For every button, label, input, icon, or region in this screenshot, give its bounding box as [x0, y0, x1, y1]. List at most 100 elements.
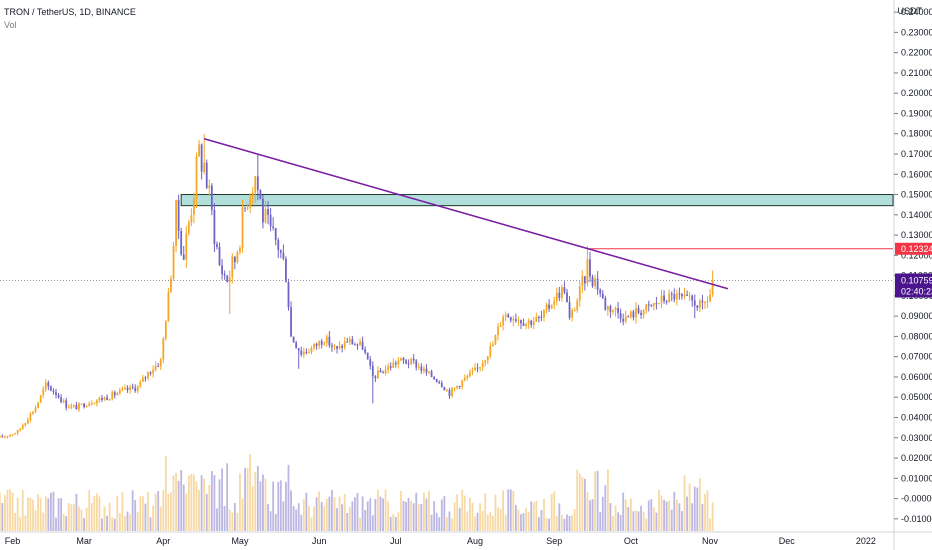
candle-body: [210, 185, 213, 210]
volume-bar: [517, 509, 520, 531]
volume-bar: [632, 511, 635, 531]
volume-bar: [274, 513, 277, 531]
volume-bar: [24, 515, 27, 531]
volume-bar: [154, 493, 157, 531]
volume-bar: [198, 490, 200, 531]
volume-bar: [599, 512, 602, 531]
volume-bar: [629, 498, 632, 531]
candle-body: [75, 405, 78, 410]
volume-bar: [704, 493, 706, 531]
candle-body: [481, 362, 484, 368]
candle-body: [90, 403, 93, 405]
candle-body: [162, 338, 165, 360]
candle-body: [377, 370, 379, 379]
volume-bar: [614, 505, 617, 531]
candle-body: [32, 412, 34, 414]
candle-body: [72, 405, 75, 407]
candle-body: [121, 388, 124, 390]
candle-body: [256, 176, 259, 190]
volume-bar: [563, 518, 566, 531]
volume-bar: [512, 491, 515, 531]
candle-body: [343, 341, 346, 348]
candle-body: [586, 259, 589, 284]
candle-body: [471, 370, 474, 373]
volume-bar: [627, 507, 630, 531]
candle-body: [423, 368, 425, 371]
volume-bar: [617, 512, 619, 531]
volume-bar: [185, 493, 188, 531]
candle-body: [228, 277, 231, 282]
volume-bar: [594, 471, 596, 531]
volume-bar: [701, 504, 704, 531]
candle-body: [62, 400, 65, 402]
candle-body: [26, 420, 29, 424]
currency-label: USDT: [897, 6, 923, 16]
volume-bar: [37, 494, 40, 531]
volume-bar: [134, 500, 137, 531]
candle-body: [673, 294, 676, 300]
candle-body: [88, 403, 91, 407]
candle-body: [141, 377, 144, 382]
candle-body: [24, 423, 27, 426]
candle-body: [11, 434, 14, 436]
volume-bar: [131, 490, 134, 531]
candle-body: [302, 351, 305, 355]
candle-body: [341, 345, 344, 348]
volume-bar: [259, 481, 262, 531]
volume-bar: [374, 499, 377, 531]
volume-bar: [394, 516, 397, 531]
candle-body: [543, 309, 545, 318]
candle-body: [647, 304, 650, 306]
candle-body: [249, 198, 252, 208]
candle-body: [147, 372, 149, 378]
volume-bar: [530, 501, 533, 531]
time-tick-label: Dec: [779, 536, 796, 546]
candle-body: [177, 199, 180, 232]
candle-body: [290, 307, 292, 337]
candle-body: [85, 406, 88, 408]
volume-bar: [164, 456, 167, 531]
candle-body: [594, 278, 596, 287]
volume-bar: [315, 497, 318, 531]
volume-bar: [57, 498, 60, 531]
volume-bar: [466, 511, 469, 531]
candle-body: [223, 274, 226, 276]
volume-bar: [231, 512, 234, 531]
candle-body: [601, 293, 604, 298]
volume-bar: [463, 495, 466, 531]
volume-bar: [397, 512, 400, 531]
volume-bar: [80, 509, 83, 531]
volume-bar: [514, 504, 517, 531]
candle-body: [650, 304, 653, 306]
volume-bar: [223, 506, 226, 531]
volume-bar: [650, 499, 653, 531]
volume-bar: [78, 506, 80, 531]
volume-bar: [382, 498, 384, 531]
volume-bar: [589, 500, 591, 531]
volume-bar: [308, 505, 310, 531]
volume-bar: [456, 494, 459, 531]
volume-bar: [264, 478, 267, 531]
candle-body: [614, 308, 617, 311]
volume-bar: [44, 496, 47, 531]
volume-bar: [129, 514, 131, 531]
time-tick-label: Feb: [5, 536, 21, 546]
volume-bar: [305, 492, 308, 531]
candle-body: [576, 300, 579, 311]
time-tick-label: 2022: [856, 536, 876, 546]
candle-body: [453, 387, 456, 389]
volume-bar: [9, 489, 11, 531]
candle-body: [425, 368, 428, 373]
candle-body: [320, 341, 323, 345]
volume-bar: [98, 496, 101, 531]
volume-bar: [438, 517, 441, 531]
volume-bar: [525, 507, 528, 531]
volume-bar: [346, 513, 349, 531]
volume-bar: [144, 503, 147, 531]
candle-body: [537, 316, 540, 318]
volume-bar: [21, 490, 24, 531]
candle-body: [550, 304, 553, 309]
volume-bar: [624, 499, 627, 531]
candle-body: [540, 316, 543, 318]
